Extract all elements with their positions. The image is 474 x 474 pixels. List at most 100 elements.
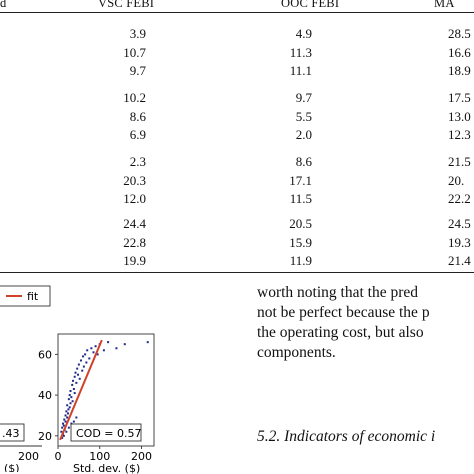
data-point <box>67 426 70 429</box>
table-cell: 24.5 <box>448 216 471 231</box>
x-axis-label: Std. dev. ($) <box>73 462 140 474</box>
table-cell: 16.6 <box>448 44 471 60</box>
table-cell: 9.7 <box>129 63 146 79</box>
data-point <box>90 347 93 350</box>
col-header-ma: MA <box>434 0 455 10</box>
table-cell: 11.5 <box>289 191 312 207</box>
data-point <box>86 349 89 352</box>
data-point <box>71 383 74 386</box>
table-cell: 12.3 <box>448 127 471 143</box>
data-point <box>81 369 84 372</box>
x-tick-left: 200 <box>18 450 39 463</box>
table-cell: 18.9 <box>448 63 471 79</box>
data-point <box>67 398 70 401</box>
table-cell: 17.1 <box>289 172 312 188</box>
data-point <box>62 422 65 425</box>
body-line-2: not be perfect because the p <box>257 304 430 321</box>
data-point <box>72 420 75 423</box>
fit-line <box>59 339 103 441</box>
table-cell: 5.5 <box>295 108 312 124</box>
data-point <box>75 416 78 419</box>
x-tick-label: 0 <box>55 450 62 463</box>
table-cell: 4.9 <box>295 26 312 41</box>
plot-frame <box>57 333 155 447</box>
data-point <box>85 361 88 364</box>
data-point <box>79 359 82 362</box>
data-point <box>61 426 64 429</box>
table-cell: 21.4 <box>448 253 471 269</box>
data-point <box>74 371 77 374</box>
body-line-3: the operating cost, but also <box>257 324 424 341</box>
table-cell: 17.5 <box>448 90 471 105</box>
annotation-left: .43 <box>2 427 20 440</box>
y-tick-label: 60 <box>38 348 52 361</box>
table-header-rule <box>0 12 474 13</box>
annotation-box-left <box>0 423 25 442</box>
data-point <box>76 367 79 370</box>
data-point <box>96 353 99 356</box>
body-line-4: components. <box>257 344 336 361</box>
data-point <box>61 436 64 439</box>
table-cell: 21.5 <box>448 154 471 169</box>
table-cell: 11.1 <box>289 63 312 79</box>
data-point <box>72 387 75 390</box>
data-point <box>65 430 68 433</box>
x-label-left: ($) <box>4 462 20 472</box>
x-ticks: 0 100 200 <box>55 446 152 463</box>
data-point <box>67 412 70 415</box>
data-point <box>66 404 69 407</box>
data-point <box>102 349 105 352</box>
data-point <box>84 353 87 356</box>
data-point <box>66 416 69 419</box>
data-point <box>62 434 65 437</box>
table-cell: 20.5 <box>289 216 312 231</box>
table-cell: 10.7 <box>123 44 146 60</box>
table-cell: 20.3 <box>123 172 146 188</box>
table-cell: 15.9 <box>289 234 312 250</box>
data-point <box>75 381 78 384</box>
table-cell: 24.4 <box>123 216 146 231</box>
data-point <box>71 400 74 403</box>
table-cell: 19.3 <box>448 234 471 250</box>
table-cell: 8.6 <box>129 108 146 124</box>
table-cell: 19.9 <box>123 253 146 269</box>
chart-std-dev-scatter: 20 40 60 0 100 200 COD = 0.57 Std. dev. ($) <box>38 333 155 474</box>
legend-fit-label: fit <box>27 290 39 303</box>
data-point <box>82 365 85 368</box>
data-point <box>69 390 72 393</box>
data-point <box>73 375 76 378</box>
x-tick-label: 100 <box>89 450 110 463</box>
annotation-cod: COD = 0.57 <box>76 427 142 440</box>
col-header-d: d <box>0 0 7 10</box>
data-point <box>60 430 63 433</box>
table-cell: 2.0 <box>295 127 312 143</box>
table-cell: 22.8 <box>123 234 146 250</box>
data-point <box>65 410 68 413</box>
data-point <box>62 424 65 427</box>
annotation-box-right <box>70 423 142 442</box>
section-heading: 5.2. Indicators of economic i <box>257 428 436 445</box>
table-bottom-rule <box>0 272 474 273</box>
data-point <box>88 357 91 360</box>
table-cell: 8.6 <box>295 154 312 169</box>
data-point <box>63 418 66 421</box>
data-point <box>77 373 80 376</box>
table-cell: 22.2 <box>448 191 471 207</box>
data-point <box>70 396 73 399</box>
col-header-ooc-febi: OOC FEBI <box>281 0 340 10</box>
y-ticks: 20 40 60 <box>38 348 58 443</box>
col-header-vsc-febi: VSC FEBI <box>98 0 155 10</box>
table-cell: 28.5 <box>448 26 471 41</box>
y-tick-label: 40 <box>38 389 52 402</box>
chart-left-partial: fit .43 200 ($) <box>0 285 51 472</box>
data-point <box>64 420 67 423</box>
table-cell: 11.3 <box>289 44 312 60</box>
data-point <box>146 341 149 344</box>
data-point <box>82 355 85 358</box>
data-point <box>67 408 70 411</box>
table-cell: 11.9 <box>289 253 312 269</box>
data-point <box>68 406 71 409</box>
table-cell: 10.2 <box>123 90 146 105</box>
data-point <box>64 414 67 417</box>
data-point <box>72 379 75 382</box>
